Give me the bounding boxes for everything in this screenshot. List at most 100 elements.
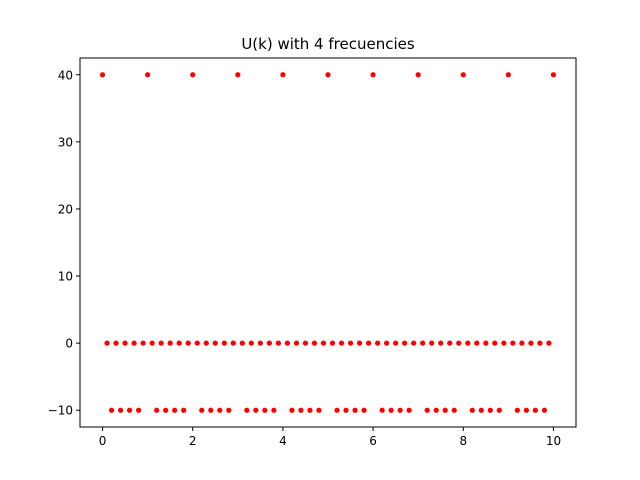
- y-tick-label: 10: [58, 270, 73, 284]
- data-point: [460, 72, 466, 78]
- data-point: [117, 407, 124, 413]
- data-point: [266, 340, 272, 346]
- data-point: [194, 340, 200, 346]
- data-point: [393, 340, 399, 346]
- data-point: [442, 407, 448, 413]
- plot-frame: [79, 57, 577, 428]
- data-point: [244, 407, 250, 413]
- data-point: [257, 340, 263, 346]
- data-point: [438, 340, 444, 346]
- data-point: [420, 340, 426, 346]
- data-point: [320, 340, 327, 346]
- data-point: [99, 72, 106, 78]
- data-point: [271, 407, 277, 413]
- data-point: [199, 407, 205, 413]
- data-point: [519, 340, 525, 346]
- y-axis-ticks: −10 0 10 20 30 40: [48, 68, 80, 418]
- data-point: [375, 340, 381, 346]
- data-point: [415, 72, 421, 78]
- data-point: [311, 340, 318, 346]
- data-point: [487, 407, 493, 413]
- y-tick-label: 30: [58, 135, 73, 149]
- x-tick-label: 0: [99, 434, 107, 448]
- x-axis-ticks: 0 2 4 6 8 10: [99, 427, 561, 448]
- x-tick-label: 4: [279, 434, 287, 448]
- data-point: [492, 340, 498, 346]
- data-point: [541, 407, 548, 413]
- data-point: [154, 407, 160, 413]
- data-point: [465, 340, 471, 346]
- x-tick-label: 8: [459, 434, 467, 448]
- data-point: [352, 407, 358, 413]
- chart-title: U(k) with 4 frecuencies: [241, 35, 415, 53]
- data-point: [104, 340, 110, 346]
- data-point: [122, 340, 128, 346]
- data-point: [284, 340, 291, 346]
- data-point: [384, 340, 390, 346]
- data-point: [406, 407, 412, 413]
- data-point: [230, 340, 236, 346]
- data-point: [537, 340, 543, 346]
- data-point: [474, 340, 480, 346]
- data-point: [131, 340, 137, 346]
- data-point: [388, 407, 394, 413]
- data-point: [546, 340, 552, 346]
- data-point: [248, 340, 254, 346]
- data-point: [212, 340, 218, 346]
- data-point: [550, 72, 557, 78]
- data-point: [208, 407, 214, 413]
- data-point: [478, 407, 484, 413]
- data-point: [379, 407, 385, 413]
- data-point: [334, 407, 340, 413]
- data-point: [365, 340, 372, 346]
- data-point: [190, 72, 196, 78]
- data-point: [501, 340, 507, 346]
- data-point: [469, 407, 475, 413]
- data-point: [402, 340, 408, 346]
- x-tick-label: 6: [369, 434, 377, 448]
- y-tick-label: 20: [58, 202, 73, 216]
- data-point: [370, 72, 376, 78]
- data-point: [280, 72, 286, 78]
- data-point: [356, 340, 363, 346]
- data-point: [343, 407, 349, 413]
- data-point: [145, 72, 151, 78]
- data-point: [167, 340, 173, 346]
- data-point: [347, 340, 354, 346]
- data-point: [433, 407, 439, 413]
- data-point: [302, 340, 309, 346]
- data-point: [113, 340, 119, 346]
- data-point: [235, 72, 241, 78]
- data-point: [361, 407, 367, 413]
- data-point: [451, 407, 457, 413]
- data-point: [528, 340, 534, 346]
- data-point: [532, 407, 539, 413]
- data-point: [397, 407, 403, 413]
- data-point: [163, 407, 169, 413]
- y-tick-label: −10: [48, 404, 73, 418]
- data-point: [424, 407, 430, 413]
- data-point: [429, 340, 435, 346]
- data-point: [510, 340, 516, 346]
- data-point: [338, 340, 345, 346]
- data-point: [181, 407, 187, 413]
- data-point: [447, 340, 453, 346]
- data-point: [149, 340, 155, 346]
- data-point: [136, 407, 142, 413]
- data-point: [239, 340, 245, 346]
- data-point: [221, 340, 227, 346]
- data-point: [176, 340, 182, 346]
- data-point: [496, 407, 502, 413]
- data-point: [307, 407, 313, 413]
- data-point: [253, 407, 259, 413]
- data-point: [185, 340, 191, 346]
- data-point: [505, 72, 511, 78]
- data-point: [289, 407, 295, 413]
- data-point: [514, 407, 520, 413]
- data-point: [158, 340, 164, 346]
- data-point: [140, 340, 146, 346]
- data-points: [99, 72, 557, 413]
- data-point: [127, 407, 133, 413]
